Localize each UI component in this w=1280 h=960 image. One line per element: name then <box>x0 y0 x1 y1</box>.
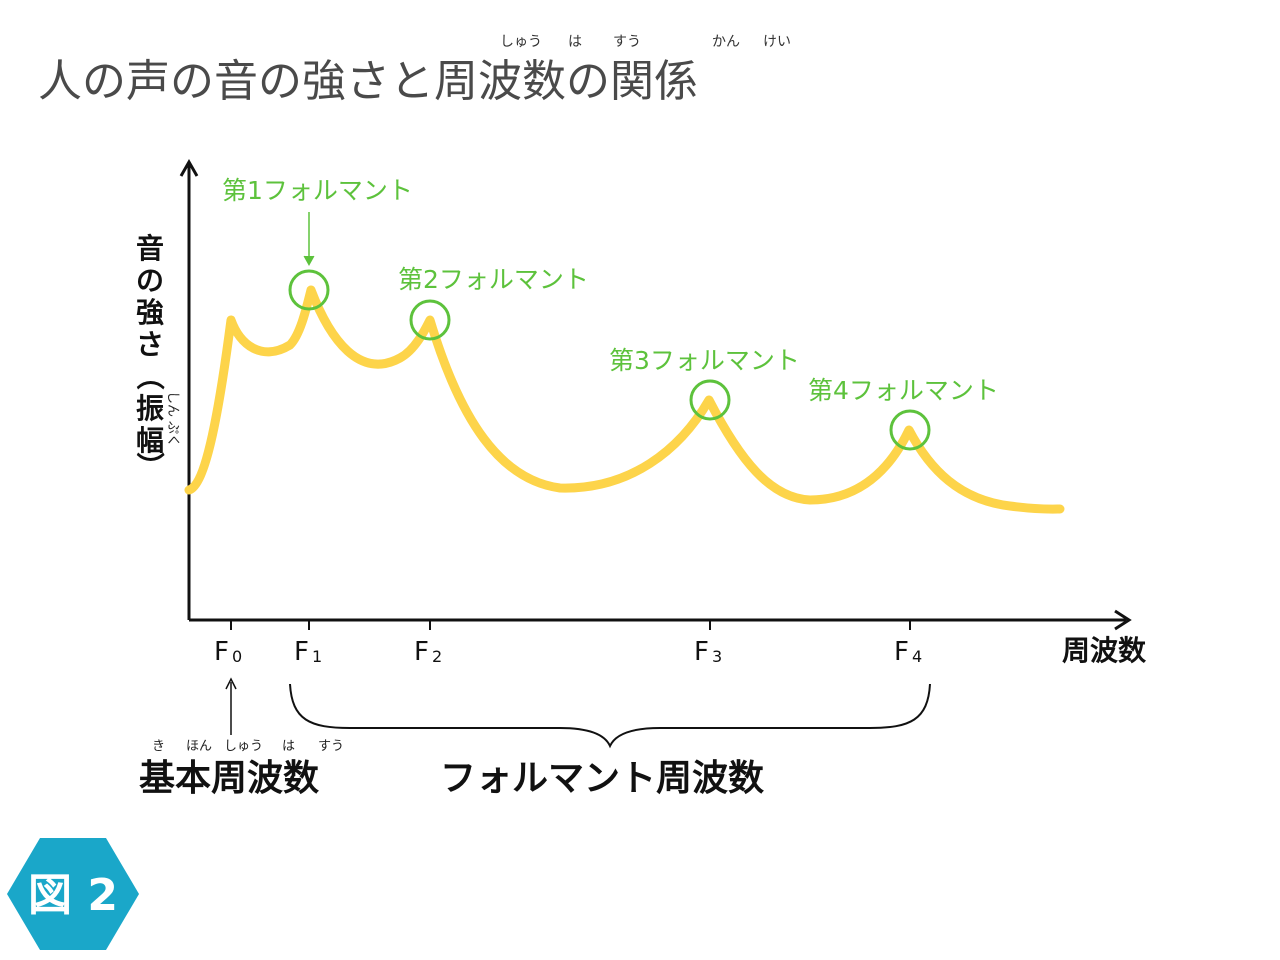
figure-badge-label: 図 2 <box>28 870 118 921</box>
title-ruby-1: しゅう <box>500 34 542 50</box>
fundamental-ruby-3: しゅう <box>224 739 263 754</box>
y-axis-char-4: さ <box>136 328 164 361</box>
title-ruby-4: かん <box>712 34 740 50</box>
y-axis-char-7: 幅 <box>136 424 164 457</box>
page-title: 人の声の音の強さと周波数の関係 <box>38 56 698 107</box>
fundamental-ruby: き ほん しゅう は すう <box>152 739 344 754</box>
formant-4-label: 第4フォルマント <box>808 376 999 405</box>
tick-label-f4-sub: 4 <box>912 647 922 666</box>
tick-label-f4-main: F <box>894 637 909 667</box>
formant-1-label: 第1フォルマント <box>222 176 413 205</box>
y-axis-label: 音 の 強 さ （ 振 幅 ） しん ぷく <box>133 232 180 480</box>
fundamental-pointer-head <box>225 677 237 690</box>
x-axis-label: 周波数 <box>1062 634 1147 667</box>
y-axis-char-1: 音 <box>136 232 164 265</box>
tick-label-f2: F 2 <box>414 637 442 667</box>
y-axis-char-8: ） <box>133 452 166 480</box>
tick-label-f3: F 3 <box>694 637 722 667</box>
title-ruby: しゅう は すう かん けい <box>500 34 791 50</box>
fundamental-ruby-4: は <box>282 739 295 754</box>
title-ruby-5: けい <box>763 34 791 50</box>
fundamental-ruby-1: き <box>152 739 165 754</box>
tick-label-f1-sub: 1 <box>312 647 322 666</box>
formant-4-circle <box>889 409 931 451</box>
formant-2-circle <box>409 299 451 341</box>
formant-brace <box>289 683 931 749</box>
tick-label-f1: F 1 <box>294 637 322 667</box>
y-axis-char-5: （ <box>133 362 166 390</box>
y-axis-ruby-1: しん <box>165 391 180 417</box>
y-axis-char-3: 強 <box>136 296 164 329</box>
tick-label-f2-main: F <box>414 637 429 667</box>
tick-label-f2-sub: 2 <box>432 647 442 666</box>
tick-label-f3-main: F <box>694 637 709 667</box>
title-ruby-2: は <box>568 34 582 50</box>
tick-label-f4: F 4 <box>894 637 922 667</box>
tick-label-f1-main: F <box>294 637 309 667</box>
fundamental-frequency-label: 基本周波数 <box>139 758 319 799</box>
y-axis-arrow <box>179 158 199 177</box>
fundamental-ruby-5: すう <box>318 739 344 754</box>
tick-label-f0-main: F <box>214 637 229 667</box>
fundamental-ruby-2: ほん <box>186 739 212 754</box>
tick-label-f3-sub: 3 <box>712 647 722 666</box>
y-axis-char-2: の <box>136 264 164 297</box>
formant-1-pointer-head <box>303 255 315 267</box>
x-axis-arrow <box>1114 609 1132 631</box>
title-ruby-3: すう <box>613 34 641 50</box>
tick-label-f0-sub: 0 <box>232 647 242 666</box>
formant-1-circle <box>288 269 330 311</box>
y-axis-ruby-2: ぷく <box>165 421 180 447</box>
y-axis-char-6: 振 <box>136 392 164 425</box>
x-ticks <box>230 620 911 630</box>
figure-badge <box>7 838 139 950</box>
formant-2-label: 第2フォルマント <box>398 265 589 294</box>
spectrum-curve <box>184 285 1065 514</box>
formant-3-label: 第3フォルマント <box>609 346 800 375</box>
tick-label-f0: F 0 <box>214 637 242 667</box>
formant-frequency-label: フォルマント周波数 <box>440 758 764 799</box>
formant-3-circle <box>689 379 731 421</box>
